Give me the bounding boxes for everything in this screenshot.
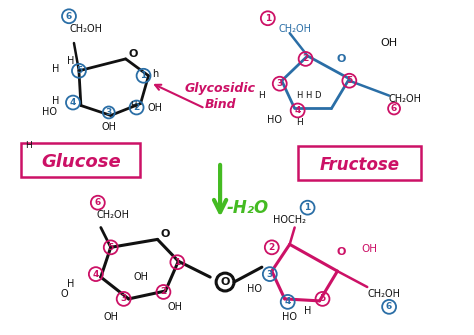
Text: H H D: H H D (297, 91, 322, 100)
Text: 5: 5 (346, 76, 353, 85)
Text: O: O (337, 54, 346, 64)
Text: 2: 2 (269, 243, 275, 252)
Text: 2: 2 (302, 54, 309, 63)
Text: CH₂OH: CH₂OH (96, 210, 129, 220)
Text: OH: OH (148, 104, 163, 114)
Text: H: H (296, 118, 303, 127)
Text: 6: 6 (386, 302, 392, 311)
Text: HO: HO (247, 284, 263, 294)
Text: H: H (304, 306, 311, 316)
Text: H: H (67, 279, 75, 289)
Text: Glycosidic: Glycosidic (184, 82, 255, 95)
Text: OH: OH (381, 38, 398, 48)
Text: H: H (67, 56, 75, 66)
Text: 3: 3 (277, 79, 283, 88)
Text: H: H (53, 95, 60, 106)
Text: 6: 6 (95, 198, 101, 207)
Text: 4: 4 (284, 297, 291, 307)
Text: O: O (60, 289, 68, 299)
Text: 2: 2 (160, 287, 166, 296)
Text: 1: 1 (140, 71, 146, 80)
Text: 5: 5 (319, 294, 326, 304)
Text: 1: 1 (264, 14, 271, 23)
Text: 1: 1 (304, 203, 311, 212)
Text: h: h (152, 69, 159, 79)
Text: 2: 2 (134, 103, 140, 112)
Text: 3: 3 (120, 294, 127, 304)
Text: O: O (129, 49, 138, 59)
Text: CH₂OH: CH₂OH (69, 24, 102, 34)
Text: OH: OH (361, 244, 377, 254)
Text: HO: HO (267, 115, 283, 125)
Text: Fructose: Fructose (319, 156, 399, 174)
Text: HO: HO (282, 312, 297, 322)
Text: 4: 4 (92, 270, 99, 279)
Text: CH₂OH: CH₂OH (278, 24, 311, 34)
Text: 3: 3 (267, 270, 273, 279)
Text: O: O (161, 229, 170, 240)
Text: 5: 5 (108, 243, 114, 252)
Text: OH: OH (133, 272, 148, 282)
Text: CH₂OH: CH₂OH (389, 93, 421, 104)
Text: 1: 1 (174, 258, 181, 267)
Text: OH: OH (101, 122, 116, 132)
Text: 5: 5 (76, 66, 82, 75)
Text: HO: HO (42, 108, 56, 118)
Text: 6: 6 (66, 12, 72, 21)
Text: H: H (258, 91, 265, 100)
Text: 4: 4 (70, 98, 76, 107)
Text: O: O (220, 277, 230, 287)
Text: Bind: Bind (204, 98, 236, 111)
Text: 6: 6 (391, 104, 397, 113)
Text: Glucose: Glucose (41, 153, 121, 171)
Text: OH: OH (103, 312, 118, 322)
Text: -H₂O: -H₂O (227, 199, 269, 217)
Text: OH: OH (168, 302, 183, 312)
Text: O: O (337, 247, 346, 257)
Text: 3: 3 (106, 108, 112, 117)
Text: 4: 4 (294, 106, 301, 115)
Text: H: H (130, 101, 137, 110)
Text: HOCH₂: HOCH₂ (273, 214, 306, 224)
Text: H: H (53, 64, 60, 74)
Text: CH₂OH: CH₂OH (368, 289, 401, 299)
Text: H: H (25, 141, 32, 150)
